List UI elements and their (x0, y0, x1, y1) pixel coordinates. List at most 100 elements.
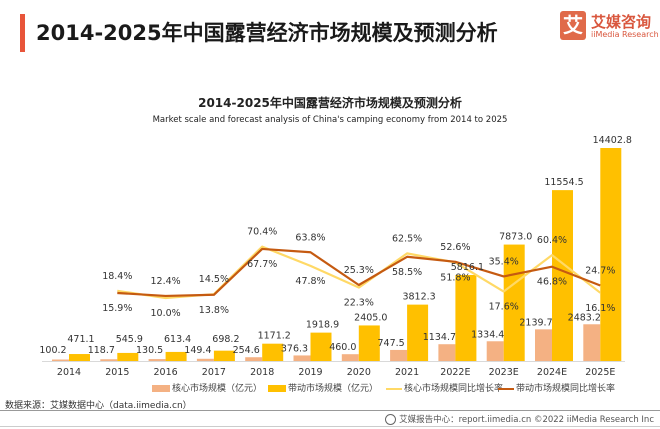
title-accent-bar (20, 14, 25, 52)
data-label-driven-size: 11554.5 (544, 177, 583, 188)
bar-driven-size (455, 274, 477, 361)
data-label-core-size: 376.3 (281, 343, 308, 354)
data-label-core-rate: 62.5% (392, 233, 422, 244)
footer-credit: 艾媒报告中心：report.iimedia.cn ©2022 iiMedia R… (385, 413, 654, 425)
legend-swatch-core-rate (386, 387, 402, 390)
bar-core-size (196, 358, 214, 361)
x-tick-label: 2022E (440, 367, 470, 378)
x-tick-label: 2020 (347, 367, 371, 378)
data-label-driven-rate: 58.5% (392, 267, 422, 278)
x-tick-label: 2014 (57, 367, 81, 378)
data-label-core-size: 1334.4 (471, 329, 504, 340)
bar-driven-size (310, 332, 332, 361)
data-label-driven-rate: 12.4% (151, 276, 181, 287)
bar-core-size (486, 341, 504, 361)
bar-core-size (100, 359, 118, 361)
bar-driven-size (552, 190, 573, 361)
data-label-driven-size: 7873.0 (499, 232, 532, 243)
data-label-core-rate: 22.3% (344, 298, 374, 309)
bar-driven-size (165, 351, 187, 361)
bar-core-size (52, 359, 69, 361)
footer-text: 艾媒报告中心：report.iimedia.cn ©2022 iiMedia R… (399, 415, 654, 425)
combo-chart: 2014 2015 2016 2017 2018 2019 2020 2021 2022E 202… (39, 135, 632, 378)
bar-core-size (583, 324, 601, 361)
page-title: 2014-2025年中国露营经济市场规模及预测分析 (36, 21, 498, 45)
legend-swatch-driven-size (268, 385, 286, 392)
data-label-core-rate: 70.4% (247, 227, 277, 238)
data-label-driven-size: 3812.3 (402, 292, 435, 303)
data-label-core-rate: 14.5% (199, 274, 229, 285)
data-label-core-rate: 51.8% (440, 272, 470, 283)
bar-core-size (341, 354, 359, 361)
bar-driven-size (358, 325, 380, 361)
data-label-driven-size: 14402.8 (593, 135, 632, 146)
data-label-driven-size: 1171.2 (258, 331, 291, 342)
legend-item-core-size: 核心市场规模（亿元） (152, 381, 262, 394)
data-label-driven-size: 5816.1 (451, 262, 484, 273)
bar-core-size (293, 355, 311, 361)
x-tick-label: 2025E (585, 367, 615, 378)
data-label-driven-size: 2405.0 (354, 312, 387, 323)
data-label-core-size: 118.7 (88, 345, 115, 356)
x-tick-label: 2018 (250, 367, 274, 378)
x-tick-label: 2016 (154, 367, 178, 378)
data-label-core-rate: 18.4% (102, 271, 132, 282)
chart-subtitle: Market scale and forecast analysis of Ch… (152, 115, 508, 125)
data-label-driven-size: 613.4 (164, 334, 191, 345)
legend-item-driven-size: 带动市场规模（亿元） (268, 381, 378, 394)
data-label-driven-rate: 46.8% (537, 277, 567, 288)
bar-driven-size (262, 343, 284, 361)
data-label-core-size: 130.5 (136, 345, 163, 356)
data-label-core-rate: 60.4% (537, 235, 567, 246)
x-tick-label: 2023E (489, 367, 519, 378)
data-label-core-size: 254.6 (233, 345, 260, 356)
x-tick-label: 2019 (298, 367, 322, 378)
logo-en-text: iiMedia Research (591, 30, 659, 39)
bar-driven-size (69, 354, 90, 361)
legend-swatch-core-size (152, 385, 170, 392)
data-label-driven-rate: 15.9% (102, 303, 132, 314)
legend-label: 核心市场规模（亿元） (172, 384, 263, 394)
data-label-driven-size: 1918.9 (306, 320, 339, 331)
data-label-driven-rate: 35.4% (489, 256, 519, 267)
chart-legend: 核心市场规模（亿元） 带动市场规模（亿元） 核心市场规模同比增长率 带动市场规模… (0, 381, 660, 395)
legend-label: 核心市场规模同比增长率 (404, 384, 504, 394)
data-label-driven-rate: 67.7% (247, 259, 277, 270)
bar-core-size (390, 349, 408, 361)
data-label-driven-rate: 13.8% (199, 305, 229, 316)
bar-driven-size (407, 304, 429, 361)
chart-title: 2014-2025年中国露营经济市场规模及预测分析 (198, 96, 462, 110)
data-source: 数据来源：艾媒数据中心（data.iimedia.cn） (5, 401, 192, 411)
data-label-driven-size: 471.1 (67, 334, 94, 345)
line-driven-growth-rate (117, 247, 601, 298)
data-label-core-size: 100.2 (39, 345, 66, 356)
data-label-core-size: 1134.7 (423, 332, 456, 343)
data-label-driven-rate: 52.6% (440, 242, 470, 253)
bar-core-size (245, 357, 263, 361)
footer-divider (0, 410, 660, 411)
data-label-driven-size: 545.9 (116, 334, 143, 345)
bar-core-size (535, 329, 552, 361)
bar-core-size (438, 344, 456, 361)
legend-swatch-driven-rate (498, 387, 514, 390)
bar-core-size (148, 359, 166, 361)
data-label-core-rate: 16.1% (585, 303, 615, 314)
x-tick-label: 2021 (395, 367, 419, 378)
data-label-core-rate: 10.0% (151, 308, 181, 319)
legend-label: 带动市场规模同比增长率 (516, 384, 616, 394)
globe-icon (385, 414, 397, 425)
data-label-driven-rate: 63.8% (295, 232, 325, 243)
logo-mark-icon: 艾 (560, 11, 586, 40)
data-label-driven-rate: 24.7% (585, 266, 615, 277)
legend-label: 带动市场规模（亿元） (288, 384, 379, 394)
data-label-core-rate: 47.8% (295, 276, 325, 287)
footer-bottom-divider (0, 426, 660, 427)
data-label-core-rate: 17.6% (489, 302, 519, 313)
legend-item-core-rate: 核心市场规模同比增长率 (386, 381, 503, 394)
data-label-core-size: 460.0 (329, 342, 356, 353)
x-tick-label: 2017 (202, 367, 226, 378)
data-label-core-size: 2139.7 (519, 317, 552, 328)
legend-item-driven-rate: 带动市场规模同比增长率 (498, 381, 615, 394)
bar-driven-size (117, 352, 139, 361)
bar-driven-size (213, 350, 235, 361)
